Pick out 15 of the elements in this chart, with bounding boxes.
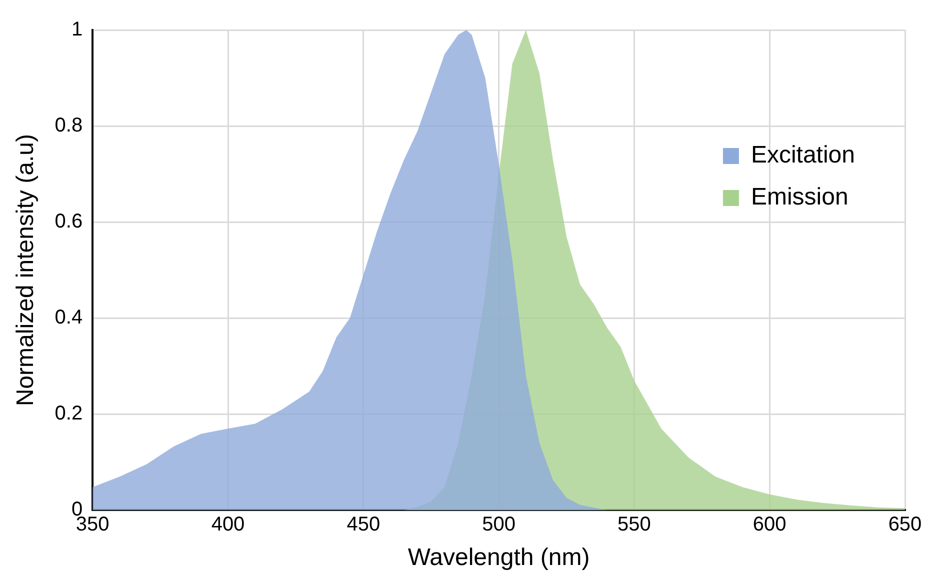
x-tick-label: 450 [346, 514, 380, 536]
legend-label: Emission [750, 184, 848, 211]
y-tick-label: 0.6 [54, 210, 83, 233]
legend-label: Excitation [750, 142, 856, 169]
x-tick-label: 400 [211, 514, 245, 536]
x-tick-label: 550 [618, 514, 651, 536]
y-axis-title: Normalized intensity (a.u) [12, 134, 40, 406]
x-tick-label: 600 [752, 514, 786, 536]
y-tick-label: 0.8 [54, 114, 83, 137]
y-tick-label: 1 [71, 18, 83, 41]
y-tick-label: 0.2 [54, 402, 83, 425]
x-tick-label: 650 [888, 514, 922, 536]
y-tick-label: 0.4 [54, 306, 83, 329]
x-tick-label: 500 [482, 514, 516, 536]
x-axis-title: Wavelength (nm) [408, 544, 590, 572]
